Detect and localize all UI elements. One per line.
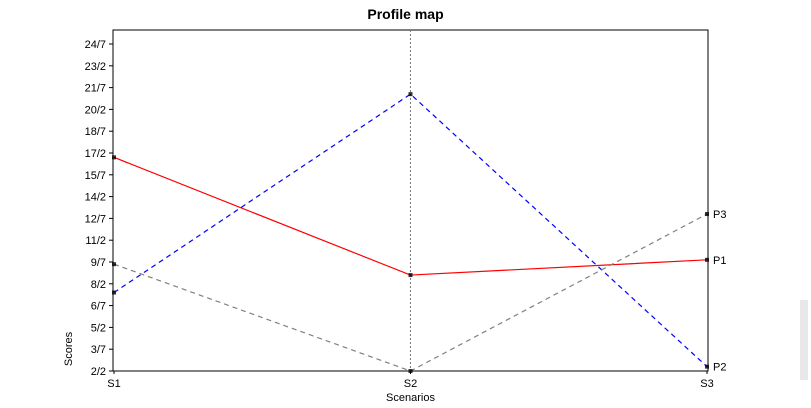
y-tick-label: 3/7: [91, 344, 106, 356]
data-point-p2: [112, 290, 116, 295]
y-tick-label: 8/2: [91, 279, 106, 291]
x-tick-label: S1: [107, 378, 120, 390]
data-point-p2: [408, 92, 413, 97]
y-tick-label: 18/7: [85, 126, 106, 138]
y-tick-label: 15/7: [85, 170, 106, 182]
y-tick-label: 14/2: [85, 192, 106, 204]
chart-title: Profile map: [367, 6, 444, 22]
x-axis-title: Scenarios: [386, 392, 435, 404]
y-tick-label: 23/2: [85, 61, 106, 73]
x-tick-label: S3: [700, 378, 713, 390]
side-edge-strip: [800, 300, 808, 380]
data-point-p3: [112, 262, 116, 267]
data-point-p3: [705, 212, 709, 217]
y-tick-label: 6/7: [91, 301, 106, 313]
y-tick-label: 20/2: [85, 104, 106, 116]
y-tick-label: 2/2: [91, 366, 106, 378]
data-point-p3: [408, 369, 413, 373]
data-point-p1: [112, 155, 116, 160]
y-tick-label: 5/2: [91, 322, 106, 334]
y-tick-label: 17/2: [85, 148, 106, 160]
y-tick-label: 12/7: [85, 213, 106, 225]
data-point-p1: [705, 257, 709, 262]
y-tick-label: 11/2: [85, 235, 106, 247]
series-label-p1: P1: [713, 255, 726, 267]
y-axis-title: Scores: [63, 331, 75, 366]
x-tick-label: S2: [404, 378, 417, 390]
y-tick-label: 24/7: [85, 39, 106, 51]
data-point-p1: [408, 273, 413, 278]
y-tick-label: 21/7: [85, 83, 106, 95]
series-label-p3: P3: [713, 209, 726, 221]
y-tick-label: 9/7: [91, 257, 106, 269]
series-line-p2: [113, 93, 708, 368]
series-label-p2: P2: [713, 362, 726, 374]
data-point-p2: [705, 364, 709, 369]
